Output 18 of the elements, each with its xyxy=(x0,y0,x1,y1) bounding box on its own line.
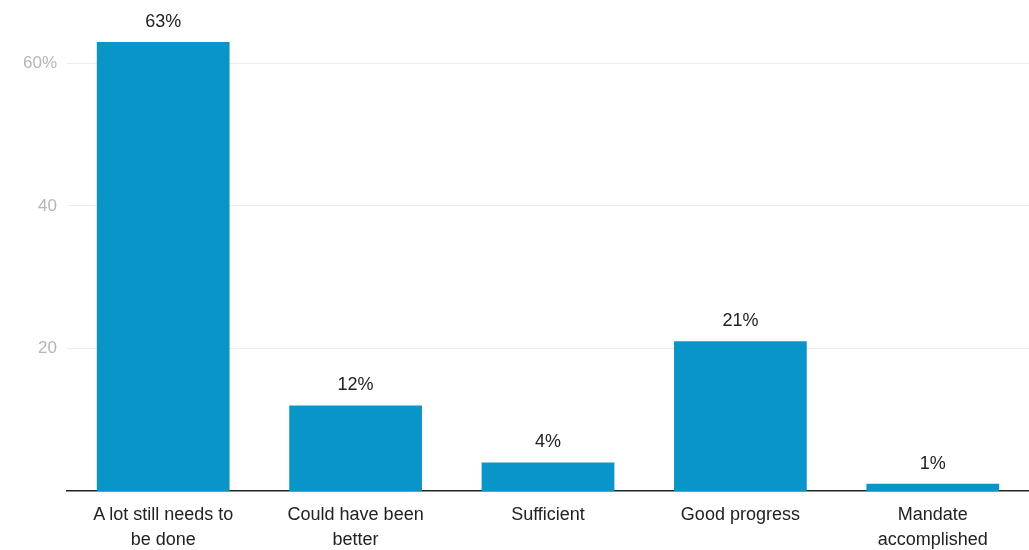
x-tick-label: Good progress xyxy=(680,503,800,524)
data-label: 1% xyxy=(919,452,946,473)
data-label: 4% xyxy=(534,431,562,452)
bar xyxy=(481,462,615,491)
bar xyxy=(866,483,1000,491)
bar xyxy=(674,341,807,491)
x-tick-label: Sufficient xyxy=(511,503,585,524)
y-tick-label: 40 xyxy=(38,195,57,215)
data-label: 21% xyxy=(722,310,759,331)
bar xyxy=(96,42,230,491)
y-tick-label: 60% xyxy=(22,53,57,73)
y-tick-label: 20 xyxy=(38,338,57,358)
x-tick-label: A lot still needs to be done xyxy=(93,503,234,549)
x-tick-label: Could have been better xyxy=(287,503,424,549)
x-tick-label: Mandate accomplished xyxy=(877,503,988,549)
data-label: 12% xyxy=(337,374,374,395)
data-label: 63% xyxy=(145,10,182,31)
bar xyxy=(289,405,422,491)
